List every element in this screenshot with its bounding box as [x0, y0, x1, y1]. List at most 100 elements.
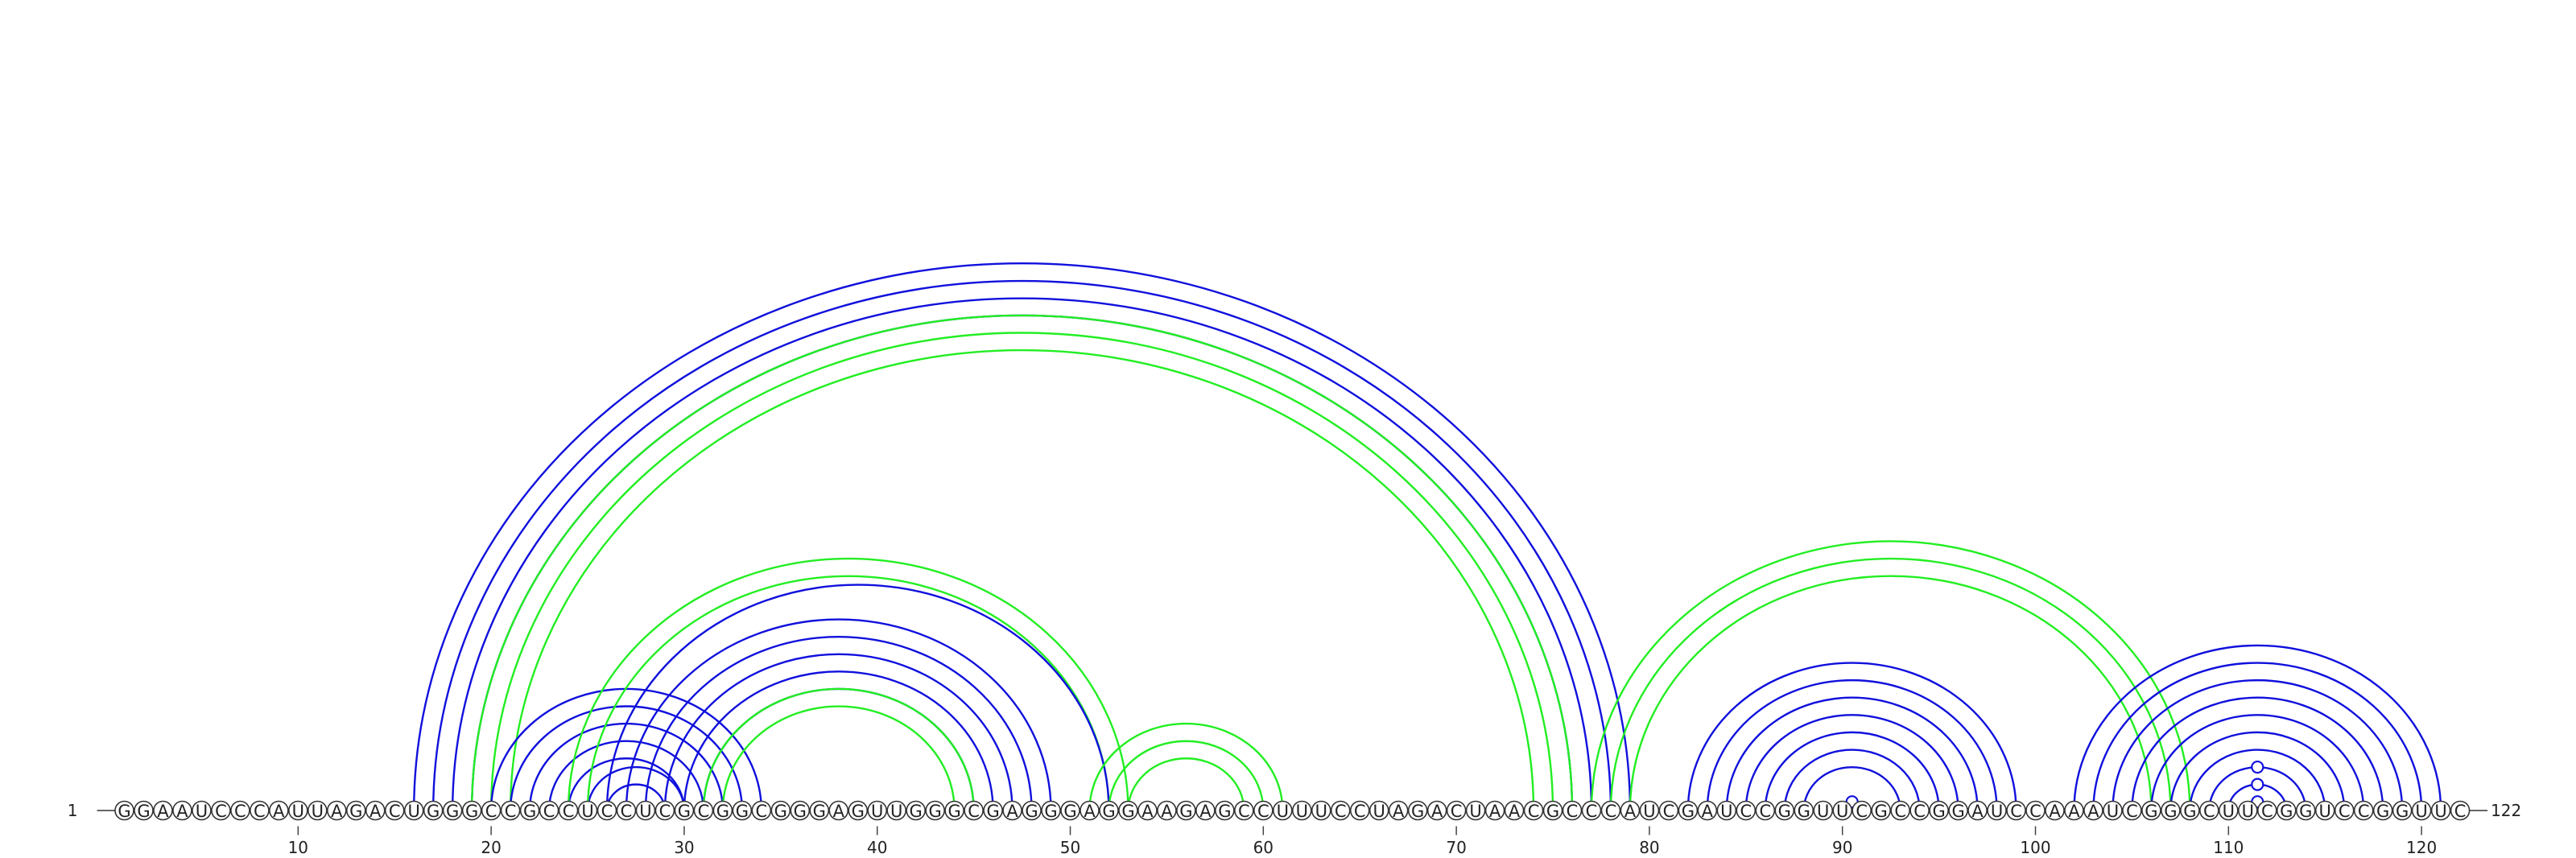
nucleotide-39: G	[848, 800, 869, 821]
nucleotide-letter: C	[1257, 802, 1269, 821]
nucleotide-circle	[250, 800, 270, 821]
nucleotide-letter: U	[2434, 802, 2446, 821]
tick-label-70: 70	[1446, 838, 1466, 857]
nucleotide-letter: G	[1798, 802, 1810, 821]
nucleotide-circle	[732, 800, 753, 821]
nucleotide-circle	[1794, 800, 1814, 821]
nucleotide-letter: C	[1605, 802, 1617, 821]
nucleotide-letter: G	[118, 802, 130, 821]
nucleotide-60: C	[1253, 800, 1274, 821]
nucleotide-letter: G	[523, 802, 536, 821]
nucleotide-circle	[1407, 800, 1428, 821]
nucleotide-113: G	[2276, 800, 2297, 821]
nucleotide-letter: G	[465, 802, 478, 821]
nucleotide-letter: G	[2164, 802, 2177, 821]
nucleotide-57: A	[1195, 800, 1216, 821]
arc-helix-2-pair-2	[489, 332, 1554, 811]
nucleotide-circle	[1157, 800, 1177, 821]
nucleotide-letter: C	[2358, 802, 2370, 821]
nucleotide-circle	[1215, 800, 1235, 821]
nucleotide-letter: C	[2339, 802, 2351, 821]
nucleotide-letter: A	[1702, 802, 1714, 821]
nucleotide-41: U	[886, 800, 906, 821]
nucleotide-letter: U	[1469, 802, 1481, 821]
nucleotide-30: G	[674, 800, 695, 821]
arc-helix-10-pair-2	[721, 705, 956, 811]
nucleotide-43: G	[925, 800, 945, 821]
nucleotide-circle	[1426, 800, 1447, 821]
nucleotide-letter: G	[1179, 802, 1192, 821]
nucleotide-82: G	[1678, 800, 1699, 821]
nucleotide-122: C	[2450, 800, 2471, 821]
nucleotide-circle	[1774, 800, 1795, 821]
tick-label-100: 100	[2020, 838, 2050, 857]
nucleotide-letter: G	[2145, 802, 2157, 821]
nucleotide-110: U	[2219, 800, 2239, 821]
tick-label-90: 90	[1832, 838, 1852, 857]
nucleotide-116: C	[2334, 800, 2355, 821]
arc-helix-5-pair-2	[605, 783, 667, 811]
nucleotide-circle	[2450, 800, 2471, 821]
nucleotide-circle	[1813, 800, 1834, 821]
arc-helix-15-pair-2	[2189, 749, 2326, 811]
nucleotide-16: U	[403, 800, 424, 821]
arc-helix-6-pair-1	[567, 557, 1129, 811]
tick-label-120: 120	[2406, 838, 2437, 857]
nucleotide-8: C	[250, 800, 270, 821]
nucleotide-49: G	[1041, 800, 1061, 821]
nucleotide-letter: G	[1951, 802, 1964, 821]
nucleotide-circle	[423, 800, 444, 821]
arc-helix-1-pair-3	[451, 297, 1593, 811]
nucleotide-letter: G	[1025, 802, 1038, 821]
nucleotide-letter: G	[2376, 802, 2389, 821]
nucleotide-87: G	[1774, 800, 1795, 821]
nucleotide-letter: C	[1663, 802, 1675, 821]
nucleotide-letter: C	[254, 802, 266, 821]
nucleotide-circle	[230, 800, 250, 821]
nucleotide-105: C	[2122, 800, 2142, 821]
nucleotide-letter: G	[2299, 802, 2312, 821]
nucleotide-circle	[886, 800, 906, 821]
nucleotide-circle	[1002, 800, 1022, 821]
nucleotide-letter: A	[1393, 802, 1405, 821]
nucleotide-9: A	[269, 800, 289, 821]
nucleotide-circle	[1542, 800, 1563, 821]
nucleotide-67: A	[1388, 800, 1409, 821]
nucleotide-letter: C	[1354, 802, 1366, 821]
nucleotide-circle	[1368, 800, 1389, 821]
nucleotide-circle	[1253, 800, 1274, 821]
nucleotide-letter: G	[774, 802, 787, 821]
nucleotide-86: C	[1755, 800, 1776, 821]
nucleotide-letter: C	[543, 802, 555, 821]
nucleotide-92: G	[1871, 800, 1891, 821]
nucleotide-52: G	[1099, 800, 1119, 821]
nucleotide-letter: A	[157, 802, 169, 821]
nucleotide-circle	[2219, 800, 2239, 821]
nucleotide-42: G	[906, 800, 926, 821]
nucleotide-circle	[1987, 800, 2007, 821]
nucleotide-circle	[1600, 800, 1621, 821]
nucleotide-51: A	[1080, 800, 1100, 821]
nucleotide-78: C	[1600, 800, 1621, 821]
nucleotide-65: C	[1349, 800, 1370, 821]
nucleotide-letter: G	[2280, 802, 2293, 821]
nucleotide-letter: U	[2242, 802, 2254, 821]
nucleotide-31: C	[693, 800, 714, 821]
nucleotide-letter: C	[601, 802, 613, 821]
nucleotide-95: G	[1929, 800, 1949, 821]
nucleotide-circle	[1967, 800, 1988, 821]
nucleotide-88: G	[1794, 800, 1814, 821]
nucleotide-letter: A	[1141, 802, 1154, 821]
arc-helix-5-pair-1	[586, 765, 686, 811]
nucleotide-24: C	[558, 800, 579, 821]
nucleotide-66: U	[1368, 800, 1389, 821]
nucleotide-letter: C	[1451, 802, 1463, 821]
nucleotide-63: U	[1311, 800, 1331, 821]
nucleotide-letter: G	[1121, 802, 1134, 821]
nucleotide-68: G	[1407, 800, 1428, 821]
tick-label-60: 60	[1253, 838, 1274, 857]
nucleotide-letter: C	[1528, 802, 1540, 821]
nucleotide-circle	[616, 800, 637, 821]
nucleotide-letter: U	[1643, 802, 1655, 821]
nucleotide-letter: C	[485, 802, 497, 821]
